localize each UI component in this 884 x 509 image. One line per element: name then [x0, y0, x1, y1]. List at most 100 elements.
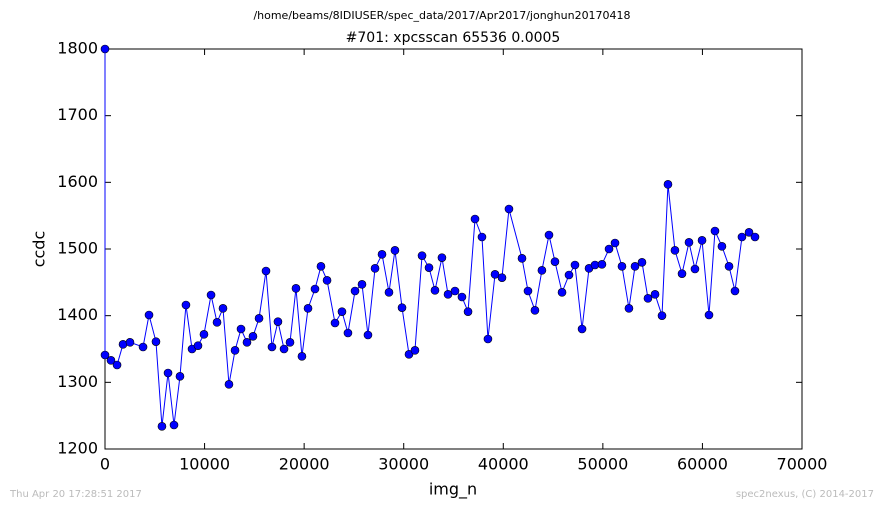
x-tick-label: 40000	[478, 455, 529, 474]
data-point	[577, 324, 587, 334]
data-point	[144, 310, 154, 320]
data-point	[624, 304, 634, 313]
data-point	[397, 303, 407, 312]
data-point	[350, 286, 360, 296]
y-tick-label: 1200	[57, 439, 98, 458]
data-point	[443, 290, 453, 299]
data-point	[697, 236, 707, 245]
data-point	[169, 420, 179, 430]
data-point	[330, 318, 340, 328]
y-axis-label: ccdc	[30, 231, 49, 268]
data-point	[230, 346, 240, 355]
data-point	[483, 334, 493, 344]
data-point	[175, 372, 185, 381]
data-point	[537, 266, 547, 275]
data-point	[279, 344, 289, 354]
y-tick-label: 1600	[57, 172, 98, 191]
data-point	[690, 264, 700, 274]
data-point	[384, 288, 394, 297]
data-point	[717, 242, 727, 251]
data-point	[363, 330, 373, 340]
data-point	[564, 270, 574, 280]
data-point	[637, 258, 647, 267]
x-tick-label: 70000	[777, 455, 828, 474]
data-point	[657, 311, 667, 320]
y-tick-label: 1300	[57, 372, 98, 391]
data-point	[193, 341, 203, 350]
x-tick-label: 60000	[677, 455, 728, 474]
data-point	[224, 380, 234, 389]
data-point	[610, 238, 620, 248]
data-point	[684, 238, 694, 247]
data-point	[106, 356, 116, 365]
data-point	[463, 307, 473, 316]
data-point	[291, 284, 301, 293]
data-point	[212, 318, 222, 327]
data-point	[181, 300, 191, 310]
data-point	[677, 269, 687, 278]
data-point	[377, 250, 387, 259]
data-point	[138, 342, 148, 352]
data-point	[604, 244, 614, 254]
data-point	[457, 292, 467, 302]
data-point	[470, 214, 480, 224]
data-point	[670, 246, 680, 255]
data-point	[424, 263, 434, 272]
data-point	[206, 290, 216, 300]
data-point	[303, 304, 313, 313]
x-tick-label: 0	[100, 455, 110, 474]
data-point	[630, 262, 640, 271]
footer-left: Thu Apr 20 17:28:51 2017	[9, 489, 142, 500]
data-point	[523, 286, 533, 296]
data-point	[450, 286, 460, 296]
data-point	[370, 264, 380, 273]
data-point	[310, 284, 320, 294]
data-point	[297, 352, 307, 361]
data-point	[236, 324, 246, 334]
data-point	[261, 266, 271, 276]
suptitle: /home/beams/8IDIUSER/spec_data/2017/Apr2…	[253, 9, 630, 22]
data-point	[100, 350, 110, 360]
x-axis-label: img_n	[429, 480, 477, 500]
data-point	[267, 342, 277, 352]
data-point	[417, 251, 427, 260]
chart-title: #701: xpcsscan 65536 0.0005	[346, 30, 561, 46]
data-point	[157, 422, 167, 431]
data-point	[650, 290, 660, 299]
data-point	[390, 246, 400, 255]
data-point	[530, 306, 540, 315]
data-point	[163, 368, 173, 378]
data-point	[343, 328, 353, 338]
data-point	[490, 270, 500, 279]
x-tick-label: 30000	[378, 455, 429, 474]
data-point	[544, 230, 554, 240]
x-tick-label: 10000	[179, 455, 230, 474]
data-point	[273, 317, 283, 326]
data-point	[242, 338, 252, 347]
data-point	[643, 294, 653, 303]
data-point	[550, 257, 560, 266]
y-tick-label: 1400	[57, 305, 98, 324]
data-point	[404, 350, 414, 359]
data-point	[437, 253, 447, 262]
data-point	[100, 44, 110, 54]
data-point	[617, 262, 627, 271]
data-point	[663, 180, 673, 189]
data-point	[517, 254, 527, 263]
data-point	[322, 276, 332, 285]
x-tick-label: 50000	[577, 455, 628, 474]
data-point	[430, 286, 440, 295]
data-point	[151, 337, 161, 346]
data-point	[737, 232, 747, 242]
data-point	[710, 226, 720, 236]
data-point	[597, 260, 607, 269]
data-point	[199, 330, 209, 339]
data-point	[337, 307, 347, 316]
data-point	[750, 232, 760, 242]
y-tick-label: 1500	[57, 239, 98, 258]
data-point	[504, 204, 514, 214]
data-point	[730, 286, 740, 296]
data-point	[557, 288, 567, 297]
data-point	[316, 262, 326, 271]
